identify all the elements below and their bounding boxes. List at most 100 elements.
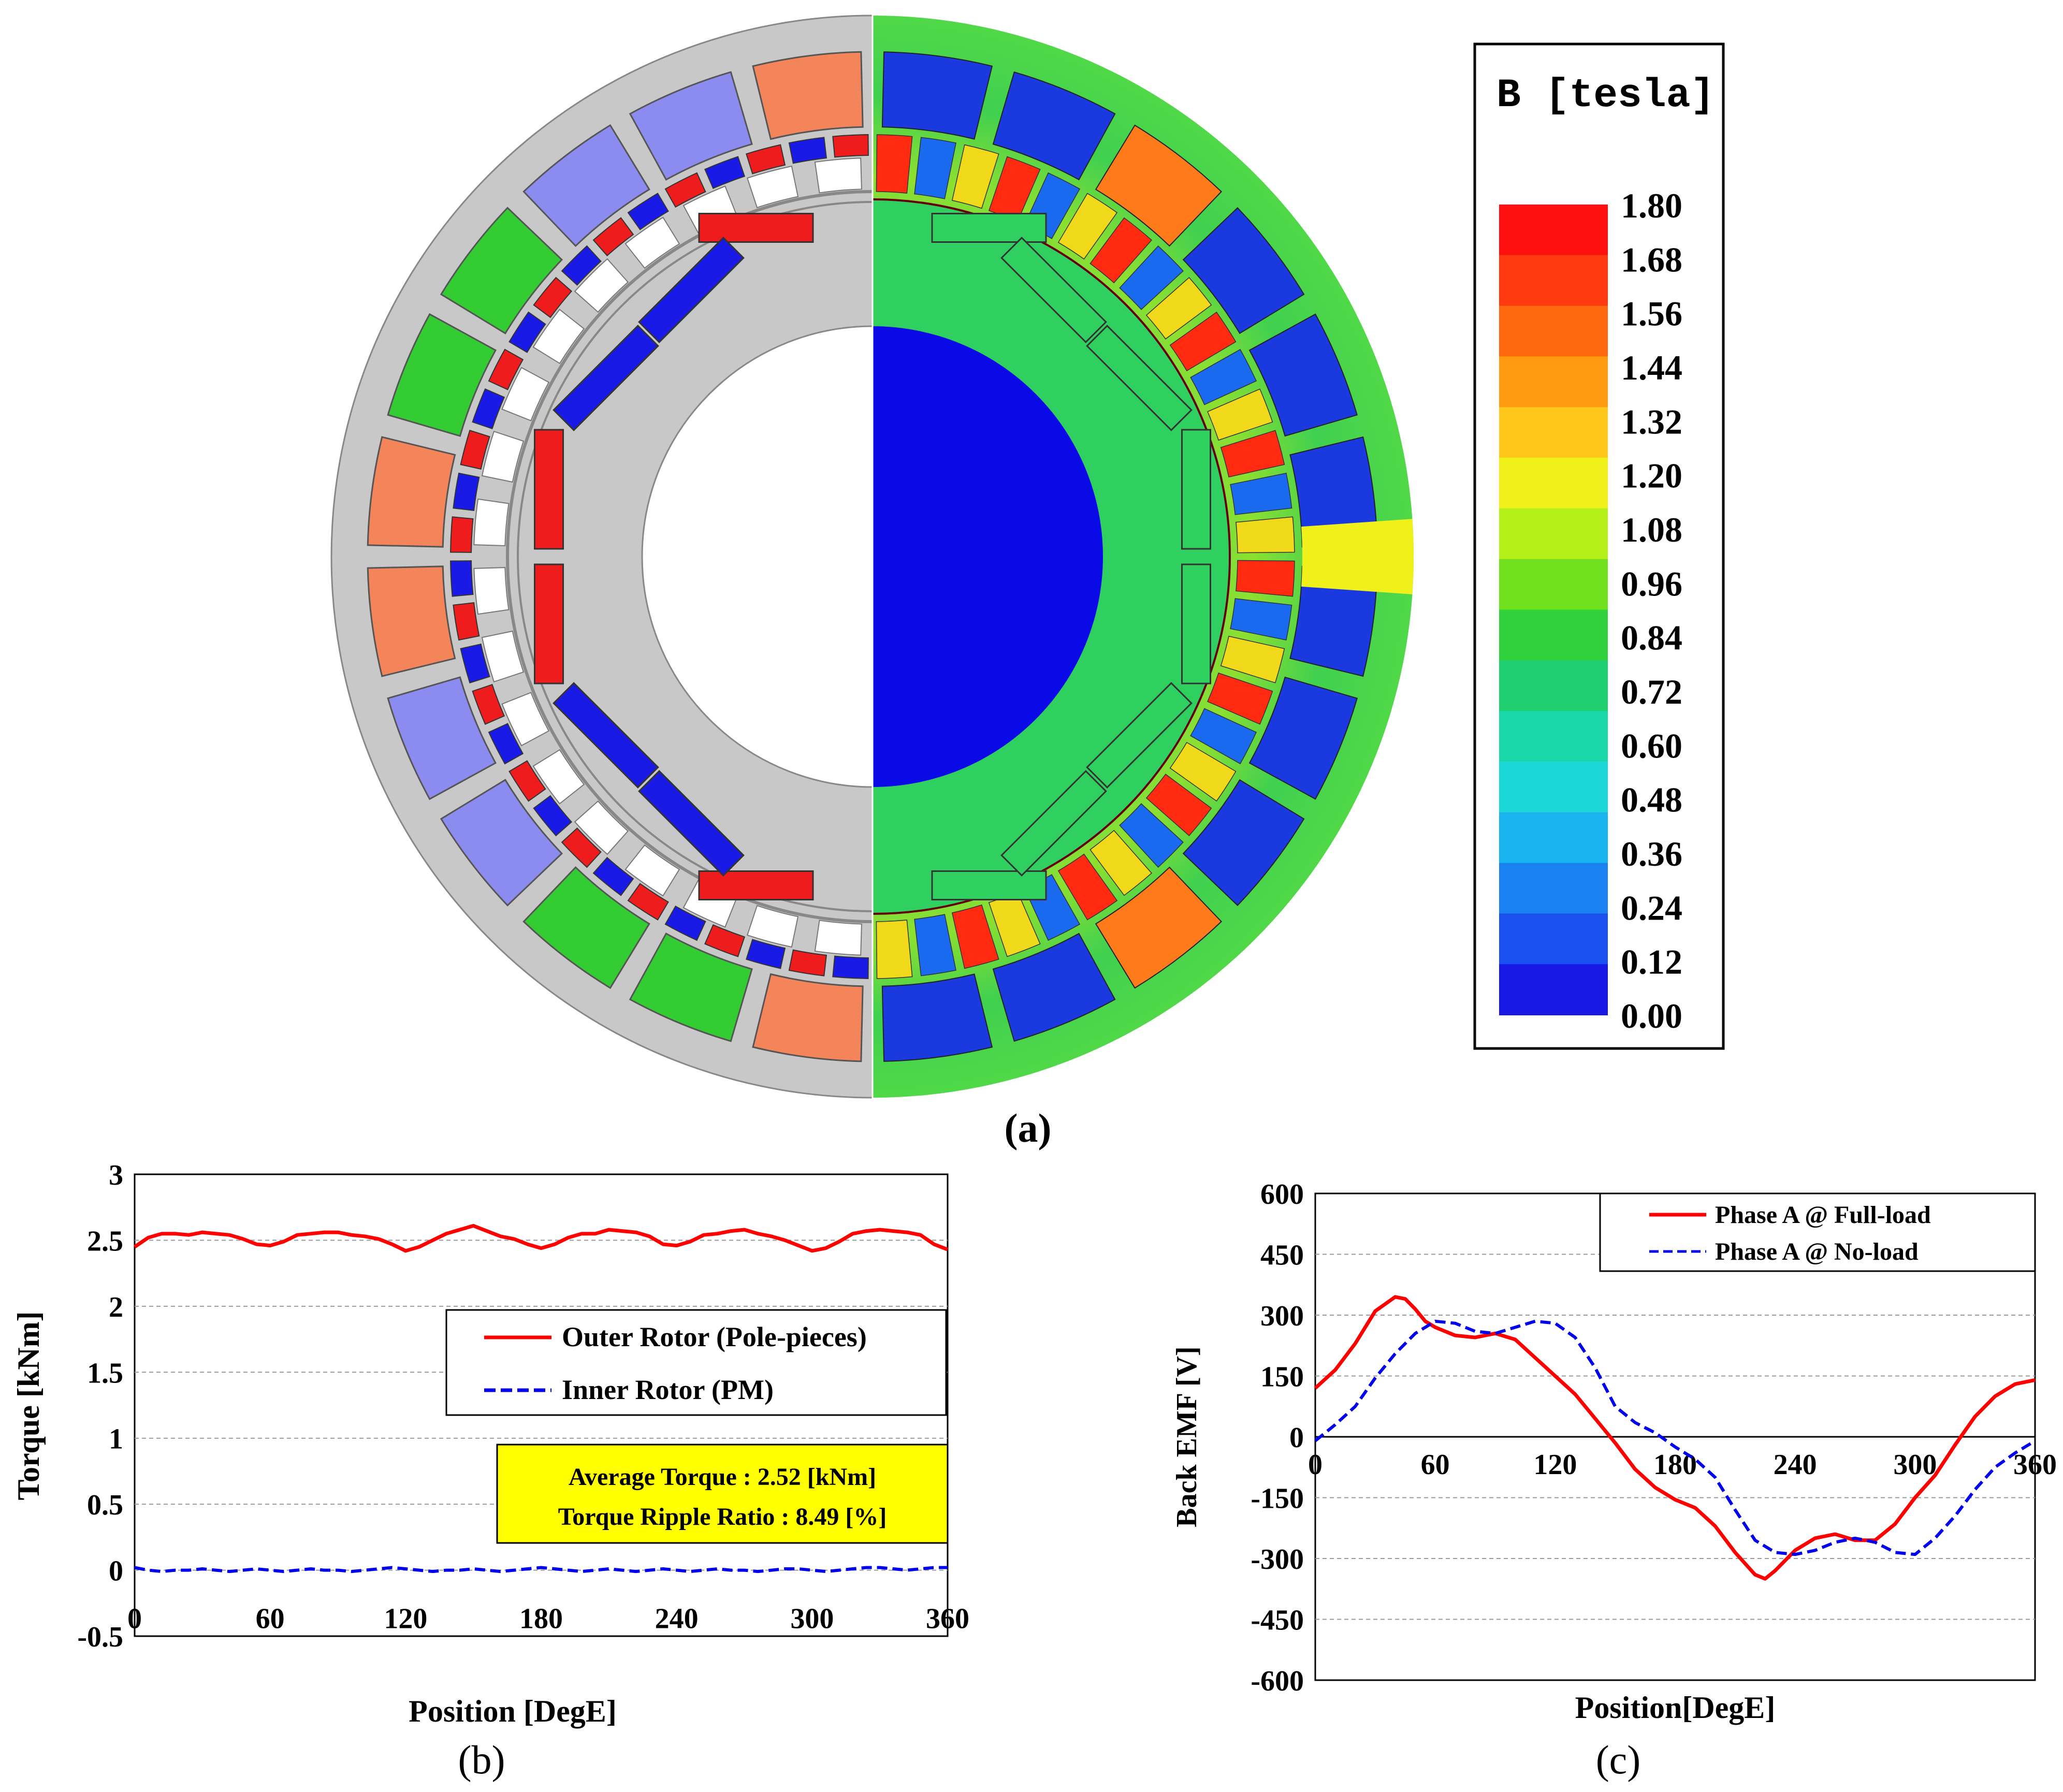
x-axis-label-c: Position[DegE] [1575, 1691, 1776, 1725]
legend-label-b-1: Inner Rotor (PM) [562, 1374, 774, 1405]
colorbar-label: 1.56 [1621, 294, 1682, 333]
x-tick-label: 180 [1653, 1449, 1697, 1481]
rotor-magnet [553, 325, 659, 431]
colorbar-label: 0.00 [1621, 996, 1682, 1036]
field-stator-block [881, 973, 993, 1062]
pole-piece-slot [624, 844, 680, 897]
colorbar: B [tesla] 1.80 1.68 1.56 1.44 1.32 1.20 1.08 0.… [1473, 42, 1725, 1050]
series-line-0 [1314, 1295, 2036, 1581]
stator-coil [752, 973, 864, 1062]
legend-box-b [445, 1309, 947, 1416]
pole-piece-slot [481, 430, 525, 483]
y-tick-label: -450 [1251, 1605, 1304, 1637]
stator-pm [472, 683, 505, 725]
y-tick-label: 150 [1260, 1361, 1304, 1393]
pole-piece-slot [624, 216, 680, 269]
field-rotor-magnet [1181, 563, 1211, 684]
y-tick-label: -600 [1251, 1665, 1304, 1697]
x-axis-label-b: Position [DegE] [409, 1694, 617, 1728]
field-sun [873, 326, 1103, 787]
colorbar-label: 0.48 [1621, 780, 1682, 820]
field-airgap-patch [1145, 774, 1212, 837]
stator-coil [387, 676, 497, 800]
colorbar-label: 1.44 [1621, 348, 1682, 387]
stator-pm [533, 276, 573, 318]
rotor-magnet [638, 770, 745, 877]
field-airgap-patch [876, 134, 913, 194]
pole-piece-slot [814, 920, 862, 956]
stator-pm [509, 760, 546, 802]
field-airgap-patch [1119, 803, 1184, 868]
colorbar-swatch [1499, 407, 1608, 459]
field-airgap-patch [1220, 635, 1285, 683]
panel-b-caption: (b) [458, 1737, 505, 1782]
y-tick-label: 600 [1260, 1178, 1304, 1211]
legend-label-b-0: Outer Rotor (Pole-pieces) [562, 1321, 867, 1352]
y-tick-label: -0.5 [77, 1621, 123, 1653]
series-line-1 [1314, 1319, 2036, 1556]
x-tick-label: 0 [1308, 1449, 1323, 1481]
stator-pm [704, 156, 746, 190]
field-rotor-magnet [931, 870, 1047, 900]
field-rotor-magnets [931, 213, 1211, 900]
field-airgap-patch [1057, 853, 1118, 921]
colorbar-swatch [1499, 305, 1608, 357]
field-airgap-patch [1220, 430, 1285, 478]
colorbar-swatch [1499, 458, 1608, 509]
colorbar-swatch [1499, 711, 1608, 762]
machine-geometry-half [330, 14, 873, 1099]
x-tick-label: 300 [1893, 1449, 1937, 1481]
field-tooth-hotspot [1301, 519, 1414, 594]
colorbar-swatch [1499, 255, 1608, 307]
x-tick-label: 60 [256, 1603, 285, 1635]
gridlines-c [1315, 1254, 2035, 1620]
stator-pm [592, 856, 634, 896]
y-tick-label: 300 [1260, 1300, 1304, 1332]
x-tick-label: 240 [655, 1603, 699, 1635]
colorbar-swatch [1499, 964, 1608, 1015]
y-tick-label: 1 [109, 1423, 123, 1455]
stator-pm [627, 193, 669, 230]
stator-pm [561, 827, 602, 868]
rotor-magnet [638, 237, 745, 343]
stator-pm [561, 245, 602, 286]
stator-pm [488, 348, 524, 390]
colorbar-swatch [1499, 660, 1608, 712]
field-rotor-magnet [1000, 237, 1107, 343]
panel-c-caption: (c) [1596, 1737, 1641, 1782]
colorbar-label: 0.24 [1621, 888, 1682, 927]
colorbar-label: 1.20 [1621, 456, 1682, 496]
legend-c: Phase A @ Full-load Phase A @ No-load [1599, 1192, 2036, 1272]
field-airgap-patch [876, 920, 913, 979]
stator-pm [746, 939, 786, 969]
pole-piece-slot [501, 692, 550, 747]
legend-label-c-0: Phase A @ Full-load [1715, 1201, 1931, 1229]
x-tick-labels-c: 0 60 120 180 240 300 360 [1308, 1449, 2057, 1481]
field-airgap-patch [1207, 672, 1273, 725]
stator-windings [367, 51, 864, 1062]
field-airgap-patch [1169, 741, 1237, 802]
pole-piece-slot [574, 800, 629, 855]
stator-pm [450, 516, 474, 553]
field-rotor-magnet [1181, 429, 1211, 550]
y-tick-label: 1.5 [87, 1357, 123, 1389]
x-tick-label: 240 [1774, 1449, 1817, 1481]
stator-pm [746, 144, 786, 174]
stator-pm [460, 430, 490, 470]
field-airgap-patch [1089, 217, 1153, 284]
x-tick-label: 120 [1533, 1449, 1577, 1481]
field-stator-blocks [881, 51, 1414, 1062]
stator-coil [752, 51, 864, 140]
pole-piece-slot [501, 367, 550, 421]
series-line-0 [134, 1223, 949, 1253]
stator-coil [522, 866, 650, 989]
field-rotor-magnet [931, 213, 1047, 243]
y-tick-label: -150 [1251, 1483, 1304, 1515]
field-airgap-patch [951, 144, 999, 209]
shaft-bore [641, 325, 873, 788]
colorbar-swatch [1499, 863, 1608, 914]
rotor-magnet [698, 870, 814, 900]
colorbar-swatch [1499, 356, 1608, 408]
air-gap-ring [506, 190, 873, 923]
